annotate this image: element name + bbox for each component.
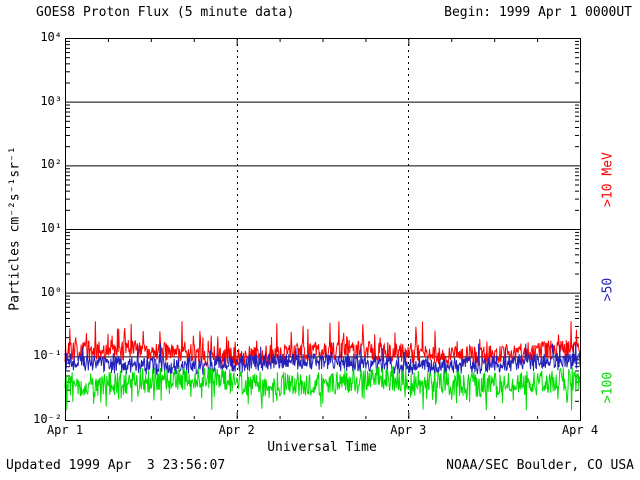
- series-2: [64, 366, 581, 411]
- series-label: >10 MeV: [600, 152, 616, 207]
- chart-title: GOES8 Proton Flux (5 minute data): [36, 5, 295, 20]
- credit-label: NOAA/SEC Boulder, CO USA: [446, 458, 634, 473]
- begin-label: Begin: 1999 Apr 1 0000UT: [444, 5, 632, 20]
- x-axis-title: Universal Time: [267, 440, 377, 455]
- x-tick-label: Apr 1: [46, 423, 84, 437]
- y-tick-label: 10⁻²: [33, 412, 62, 426]
- x-tick-label: Apr 4: [561, 423, 599, 437]
- y-tick-label: 10¹: [40, 221, 62, 235]
- x-tick-label: Apr 2: [218, 423, 255, 437]
- series-1: [64, 343, 581, 376]
- y-tick-label: 10⁴: [40, 30, 62, 44]
- y-tick-label: 10²: [40, 157, 62, 172]
- x-tick-label: Apr 3: [390, 423, 427, 437]
- gridlines: [65, 101, 580, 358]
- series-label: >50: [600, 277, 616, 302]
- y-tick-label: 10⁰: [40, 284, 62, 299]
- series-label: >100: [600, 371, 616, 404]
- plot-frame: [65, 38, 581, 421]
- y-tick-label: 10⁻¹: [33, 348, 62, 363]
- y-tick-label: 10³: [40, 93, 62, 108]
- updated-timestamp: Updated 1999 Apr 3 23:56:07: [6, 458, 226, 473]
